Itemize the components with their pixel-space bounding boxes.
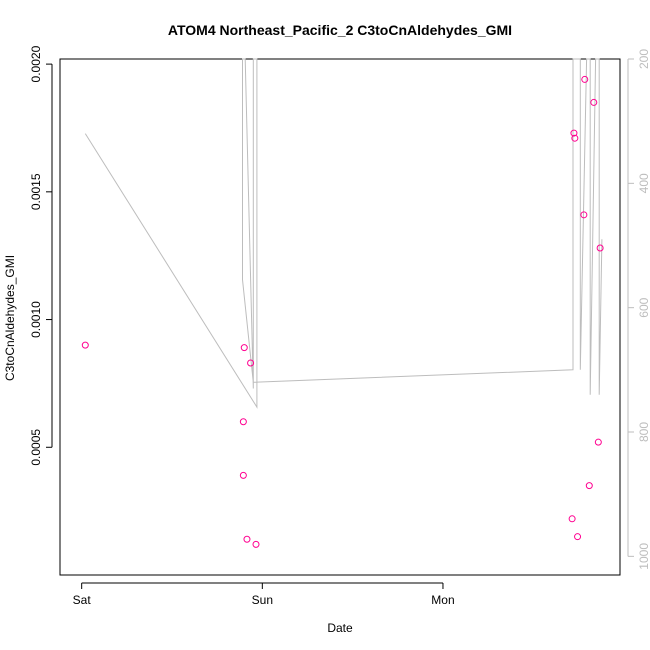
data-point (81, 341, 89, 349)
y-right-tick-label: 400 (637, 173, 650, 193)
y-axis-label: C3toCnAldehydes_GMI (3, 255, 17, 381)
y-axis-left: 0.0005 0.0010 0.0015 0.0020 (29, 45, 53, 466)
series-layer (81, 58, 604, 548)
x-tick-label: Sun (252, 593, 273, 607)
data-point (580, 211, 588, 219)
y-right-tick-label: 600 (637, 297, 650, 317)
x-axis-label: Date (327, 621, 353, 635)
data-point (596, 244, 604, 252)
y-right-tick-label: 1000 (637, 543, 650, 570)
data-point (239, 471, 247, 479)
data-point (581, 75, 589, 83)
data-point (571, 134, 579, 142)
pressure-line (84, 58, 603, 409)
data-point (240, 344, 248, 352)
data-point (239, 418, 247, 426)
y-left-tick-label: 0.0005 (29, 429, 43, 466)
y-left-tick-label: 0.0020 (29, 45, 43, 82)
data-point (252, 540, 260, 548)
data-point (243, 535, 251, 543)
data-point (247, 359, 255, 367)
y-left-tick-label: 0.0015 (29, 173, 43, 210)
data-point (590, 98, 598, 106)
x-tick-label: Sat (73, 593, 92, 607)
data-point (594, 438, 602, 446)
plot-area (59, 58, 621, 576)
data-point (570, 129, 578, 137)
x-tick-label: Mon (431, 593, 454, 607)
y-left-tick-label: 0.0010 (29, 301, 43, 338)
y-axis-right: 200 400 600 800 1000 (627, 49, 650, 570)
y-right-tick-label: 800 (637, 422, 650, 442)
plot-frame (59, 58, 621, 576)
data-point (574, 533, 582, 541)
data-point (585, 482, 593, 490)
x-axis: Sat Sun Mon (73, 582, 455, 607)
y-right-tick-label: 200 (637, 49, 650, 69)
data-point (568, 515, 576, 523)
chart-title: ATOM4 Northeast_Pacific_2 C3toCnAldehyde… (168, 22, 512, 38)
